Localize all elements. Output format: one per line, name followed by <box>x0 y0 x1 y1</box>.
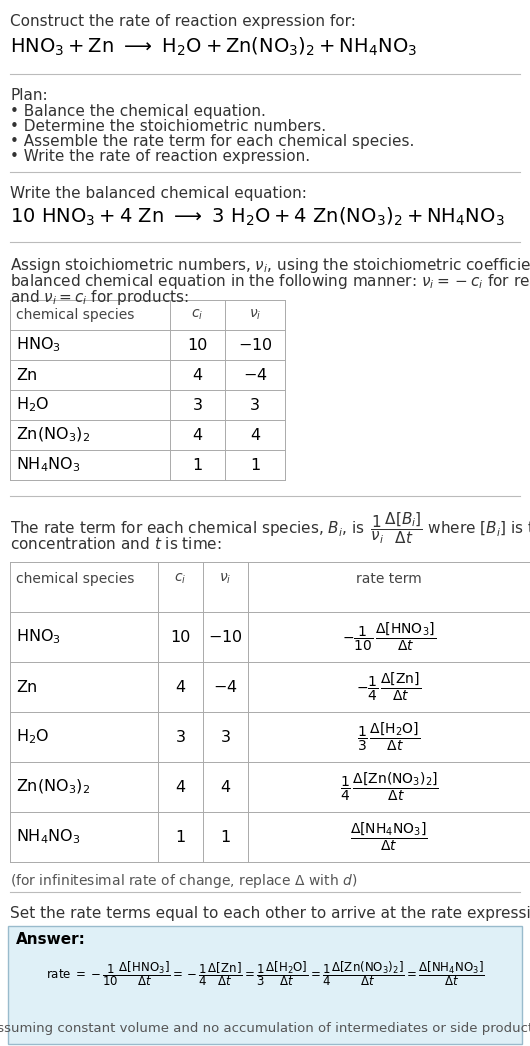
Text: 3: 3 <box>192 397 202 412</box>
Text: 3: 3 <box>175 729 186 745</box>
Text: $\mathrm{HNO_3}$: $\mathrm{HNO_3}$ <box>16 336 61 355</box>
FancyBboxPatch shape <box>8 926 522 1044</box>
Text: • Balance the chemical equation.: • Balance the chemical equation. <box>10 104 266 119</box>
Text: $\mathrm{Zn(NO_3)_2}$: $\mathrm{Zn(NO_3)_2}$ <box>16 778 90 796</box>
Text: 3: 3 <box>220 729 231 745</box>
Text: • Write the rate of reaction expression.: • Write the rate of reaction expression. <box>10 149 310 164</box>
Text: $\dfrac{1}{3}\,\dfrac{\Delta[\mathrm{H_2O}]}{\Delta t}$: $\dfrac{1}{3}\,\dfrac{\Delta[\mathrm{H_2… <box>357 721 421 753</box>
Text: $\mathrm{NH_4NO_3}$: $\mathrm{NH_4NO_3}$ <box>16 827 81 846</box>
Text: $\mathrm{10\ HNO_3 + 4\ Zn\ \longrightarrow\ 3\ H_2O + 4\ Zn(NO_3)_2 + NH_4NO_3}: $\mathrm{10\ HNO_3 + 4\ Zn\ \longrightar… <box>10 206 505 228</box>
Text: $\mathrm{H_2O}$: $\mathrm{H_2O}$ <box>16 395 49 414</box>
Text: Construct the rate of reaction expression for:: Construct the rate of reaction expressio… <box>10 14 356 29</box>
Text: $-4$: $-4$ <box>243 367 267 383</box>
Text: $\nu_i$: $\nu_i$ <box>219 572 232 587</box>
Text: rate term: rate term <box>356 572 422 586</box>
Text: Write the balanced chemical equation:: Write the balanced chemical equation: <box>10 186 307 201</box>
Text: rate $= -\dfrac{1}{10}\dfrac{\Delta[\mathrm{HNO_3}]}{\Delta t}= -\dfrac{1}{4}\df: rate $= -\dfrac{1}{10}\dfrac{\Delta[\mat… <box>46 959 484 988</box>
Text: 10: 10 <box>187 338 208 353</box>
Text: $\mathrm{H_2O}$: $\mathrm{H_2O}$ <box>16 728 49 747</box>
Text: 4: 4 <box>220 779 231 795</box>
Text: $\mathrm{HNO_3 + Zn\ \longrightarrow\ H_2O + Zn(NO_3)_2 + NH_4NO_3}$: $\mathrm{HNO_3 + Zn\ \longrightarrow\ H_… <box>10 36 417 59</box>
Text: 1: 1 <box>175 829 186 844</box>
Text: chemical species: chemical species <box>16 308 135 322</box>
Text: 10: 10 <box>170 630 191 644</box>
Text: 4: 4 <box>192 428 202 442</box>
Text: 3: 3 <box>250 397 260 412</box>
Text: $\nu_i$: $\nu_i$ <box>249 308 261 322</box>
Text: $-10$: $-10$ <box>208 629 243 645</box>
Text: 1: 1 <box>220 829 231 844</box>
Text: $\mathrm{Zn}$: $\mathrm{Zn}$ <box>16 367 38 383</box>
Text: (assuming constant volume and no accumulation of intermediates or side products): (assuming constant volume and no accumul… <box>0 1022 530 1034</box>
Text: • Assemble the rate term for each chemical species.: • Assemble the rate term for each chemic… <box>10 134 414 149</box>
Text: balanced chemical equation in the following manner: $\nu_i = -c_i$ for reactants: balanced chemical equation in the follow… <box>10 272 530 291</box>
Text: $\mathrm{Zn}$: $\mathrm{Zn}$ <box>16 679 38 695</box>
Text: $-\dfrac{1}{10}\,\dfrac{\Delta[\mathrm{HNO_3}]}{\Delta t}$: $-\dfrac{1}{10}\,\dfrac{\Delta[\mathrm{H… <box>342 621 436 653</box>
Text: 1: 1 <box>250 457 260 473</box>
Text: $\dfrac{1}{4}\,\dfrac{\Delta[\mathrm{Zn(NO_3)_2}]}{\Delta t}$: $\dfrac{1}{4}\,\dfrac{\Delta[\mathrm{Zn(… <box>340 771 438 803</box>
Text: and $\nu_i = c_i$ for products:: and $\nu_i = c_i$ for products: <box>10 288 189 306</box>
Text: Assign stoichiometric numbers, $\nu_i$, using the stoichiometric coefficients, $: Assign stoichiometric numbers, $\nu_i$, … <box>10 256 530 275</box>
Text: Answer:: Answer: <box>16 932 86 947</box>
Text: • Determine the stoichiometric numbers.: • Determine the stoichiometric numbers. <box>10 119 326 134</box>
Text: (for infinitesimal rate of change, replace $\Delta$ with $d$): (for infinitesimal rate of change, repla… <box>10 872 357 890</box>
Text: $c_i$: $c_i$ <box>191 308 204 322</box>
Text: Plan:: Plan: <box>10 88 48 103</box>
Text: concentration and $t$ is time:: concentration and $t$ is time: <box>10 536 222 552</box>
Text: $\mathrm{Zn(NO_3)_2}$: $\mathrm{Zn(NO_3)_2}$ <box>16 426 90 445</box>
Text: 4: 4 <box>175 779 186 795</box>
Text: The rate term for each chemical species, $B_i$, is $\,\dfrac{1}{\nu_i}\dfrac{\De: The rate term for each chemical species,… <box>10 510 530 546</box>
Text: $\mathrm{HNO_3}$: $\mathrm{HNO_3}$ <box>16 628 61 646</box>
Text: $-\dfrac{1}{4}\,\dfrac{\Delta[\mathrm{Zn}]}{\Delta t}$: $-\dfrac{1}{4}\,\dfrac{\Delta[\mathrm{Zn… <box>357 670 421 703</box>
Text: $-4$: $-4$ <box>213 679 238 695</box>
Text: chemical species: chemical species <box>16 572 135 586</box>
Text: $c_i$: $c_i$ <box>174 572 187 587</box>
Text: $-10$: $-10$ <box>237 337 272 353</box>
Text: Set the rate terms equal to each other to arrive at the rate expression:: Set the rate terms equal to each other t… <box>10 906 530 920</box>
Text: $\mathrm{NH_4NO_3}$: $\mathrm{NH_4NO_3}$ <box>16 456 81 474</box>
Text: 1: 1 <box>192 457 202 473</box>
Text: 4: 4 <box>250 428 260 442</box>
Text: 4: 4 <box>192 367 202 383</box>
Text: $\dfrac{\Delta[\mathrm{NH_4NO_3}]}{\Delta t}$: $\dfrac{\Delta[\mathrm{NH_4NO_3}]}{\Delt… <box>350 821 428 854</box>
Text: 4: 4 <box>175 680 186 695</box>
